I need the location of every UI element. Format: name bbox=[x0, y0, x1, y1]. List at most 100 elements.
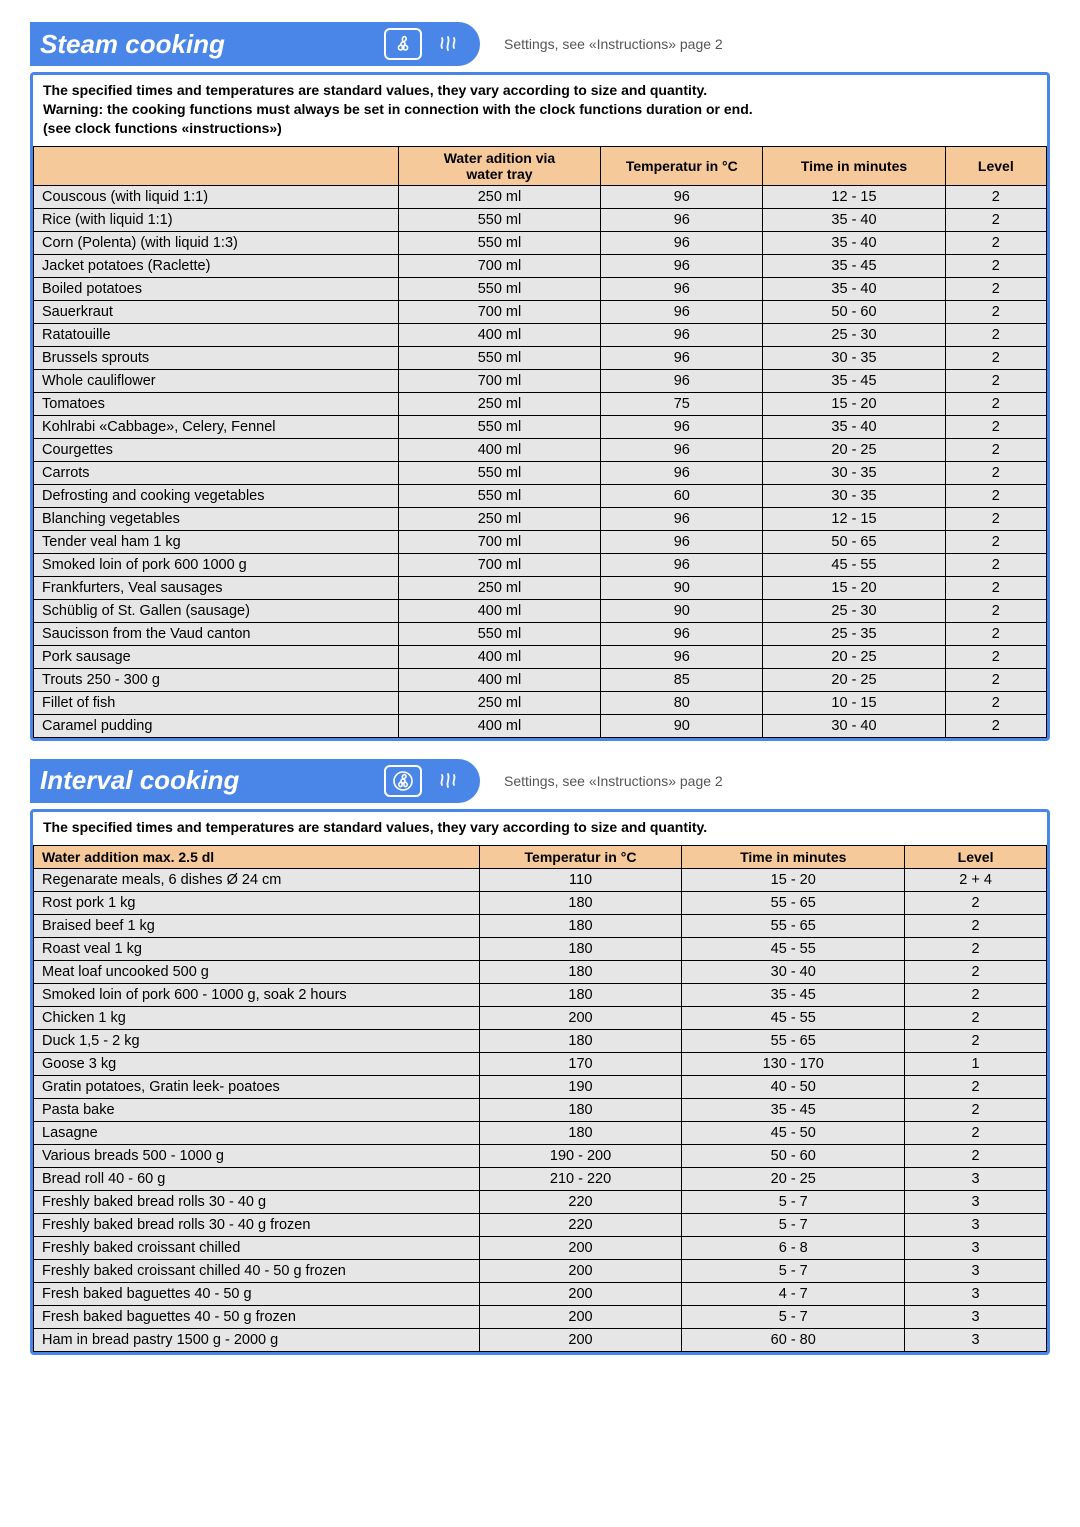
row-value: 45 - 50 bbox=[682, 1121, 905, 1144]
row-name: Tomatoes bbox=[34, 392, 399, 415]
row-name: Trouts 250 - 300 g bbox=[34, 668, 399, 691]
row-name: Rice (with liquid 1:1) bbox=[34, 208, 399, 231]
row-value: 180 bbox=[479, 1029, 682, 1052]
row-value: 5 - 7 bbox=[682, 1213, 905, 1236]
interval-section: Interval cooking Settings, see «Instruct… bbox=[30, 759, 1050, 1355]
row-value: 15 - 20 bbox=[682, 868, 905, 891]
row-name: Boiled potatoes bbox=[34, 277, 399, 300]
row-value: 2 bbox=[945, 553, 1046, 576]
row-value: 400 ml bbox=[398, 438, 601, 461]
row-value: 96 bbox=[601, 277, 763, 300]
row-name: Defrosting and cooking vegetables bbox=[34, 484, 399, 507]
steam-thead: Water adition viawater trayTemperatur in… bbox=[34, 146, 1047, 185]
row-value: 25 - 35 bbox=[763, 622, 945, 645]
row-name: Corn (Polenta) (with liquid 1:3) bbox=[34, 231, 399, 254]
row-name: Ham in bread pastry 1500 g - 2000 g bbox=[34, 1328, 480, 1351]
row-value: 2 bbox=[945, 185, 1046, 208]
row-value: 210 - 220 bbox=[479, 1167, 682, 1190]
row-value: 2 bbox=[945, 691, 1046, 714]
row-name: Fresh baked baguettes 40 - 50 g bbox=[34, 1282, 480, 1305]
row-value: 250 ml bbox=[398, 507, 601, 530]
table-row: Defrosting and cooking vegetables550 ml6… bbox=[34, 484, 1047, 507]
steam-icon bbox=[432, 28, 464, 60]
table-row: Caramel pudding400 ml9030 - 402 bbox=[34, 714, 1047, 737]
row-value: 220 bbox=[479, 1190, 682, 1213]
row-name: Fresh baked baguettes 40 - 50 g frozen bbox=[34, 1305, 480, 1328]
row-value: 5 - 7 bbox=[682, 1259, 905, 1282]
row-value: 2 bbox=[945, 415, 1046, 438]
interval-warning: The specified times and temperatures are… bbox=[33, 812, 1047, 845]
row-value: 2 bbox=[945, 461, 1046, 484]
row-name: Fillet of fish bbox=[34, 691, 399, 714]
row-name: Carrots bbox=[34, 461, 399, 484]
interval-table: Water addition max. 2.5 dlTemperatur in … bbox=[33, 845, 1047, 1352]
table-row: Lasagne18045 - 502 bbox=[34, 1121, 1047, 1144]
table-row: Corn (Polenta) (with liquid 1:3)550 ml96… bbox=[34, 231, 1047, 254]
row-value: 2 bbox=[905, 891, 1047, 914]
row-value: 250 ml bbox=[398, 691, 601, 714]
row-value: 2 + 4 bbox=[905, 868, 1047, 891]
table-row: Smoked loin of pork 600 - 1000 g, soak 2… bbox=[34, 983, 1047, 1006]
row-value: 2 bbox=[905, 914, 1047, 937]
col-header: Level bbox=[945, 146, 1046, 185]
row-value: 180 bbox=[479, 914, 682, 937]
table-row: Rice (with liquid 1:1)550 ml9635 - 402 bbox=[34, 208, 1047, 231]
row-name: Freshly baked bread rolls 30 - 40 g bbox=[34, 1190, 480, 1213]
table-row: Fillet of fish250 ml8010 - 152 bbox=[34, 691, 1047, 714]
row-value: 2 bbox=[905, 1075, 1047, 1098]
row-name: Regenarate meals, 6 dishes Ø 24 cm bbox=[34, 868, 480, 891]
row-value: 2 bbox=[905, 1144, 1047, 1167]
table-row: Whole cauliflower700 ml9635 - 452 bbox=[34, 369, 1047, 392]
interval-header-row: Interval cooking Settings, see «Instruct… bbox=[30, 759, 1050, 803]
table-row: Tender veal ham 1 kg700 ml9650 - 652 bbox=[34, 530, 1047, 553]
row-value: 3 bbox=[905, 1190, 1047, 1213]
row-value: 2 bbox=[905, 1098, 1047, 1121]
row-value: 35 - 40 bbox=[763, 231, 945, 254]
row-name: Sauerkraut bbox=[34, 300, 399, 323]
row-value: 3 bbox=[905, 1282, 1047, 1305]
row-value: 400 ml bbox=[398, 714, 601, 737]
row-value: 180 bbox=[479, 960, 682, 983]
row-value: 200 bbox=[479, 1006, 682, 1029]
row-value: 130 - 170 bbox=[682, 1052, 905, 1075]
row-name: Smoked loin of pork 600 - 1000 g, soak 2… bbox=[34, 983, 480, 1006]
row-value: 96 bbox=[601, 438, 763, 461]
table-row: Carrots550 ml9630 - 352 bbox=[34, 461, 1047, 484]
row-value: 35 - 40 bbox=[763, 415, 945, 438]
row-value: 2 bbox=[945, 599, 1046, 622]
row-value: 400 ml bbox=[398, 668, 601, 691]
row-value: 2 bbox=[945, 231, 1046, 254]
row-name: Whole cauliflower bbox=[34, 369, 399, 392]
steam-icon bbox=[432, 765, 464, 797]
table-row: Fresh baked baguettes 40 - 50 g frozen20… bbox=[34, 1305, 1047, 1328]
row-name: Pork sausage bbox=[34, 645, 399, 668]
row-value: 2 bbox=[945, 254, 1046, 277]
table-row: Bread roll 40 - 60 g210 - 22020 - 253 bbox=[34, 1167, 1047, 1190]
row-value: 75 bbox=[601, 392, 763, 415]
row-value: 30 - 35 bbox=[763, 484, 945, 507]
row-name: Caramel pudding bbox=[34, 714, 399, 737]
table-row: Smoked loin of pork 600 1000 g700 ml9645… bbox=[34, 553, 1047, 576]
row-value: 90 bbox=[601, 714, 763, 737]
row-value: 96 bbox=[601, 507, 763, 530]
table-row: Saucisson from the Vaud canton550 ml9625… bbox=[34, 622, 1047, 645]
interval-title: Interval cooking bbox=[40, 765, 374, 796]
steam-section: Steam cooking Settings, see «Instruction… bbox=[30, 22, 1050, 741]
table-row: Freshly baked bread rolls 30 - 40 g2205 … bbox=[34, 1190, 1047, 1213]
row-value: 30 - 35 bbox=[763, 461, 945, 484]
interval-thead: Water addition max. 2.5 dlTemperatur in … bbox=[34, 845, 1047, 868]
interval-header-pill: Interval cooking bbox=[30, 759, 480, 803]
row-value: 400 ml bbox=[398, 599, 601, 622]
row-name: Rost pork 1 kg bbox=[34, 891, 480, 914]
row-value: 3 bbox=[905, 1305, 1047, 1328]
row-value: 5 - 7 bbox=[682, 1305, 905, 1328]
table-row: Various breads 500 - 1000 g190 - 20050 -… bbox=[34, 1144, 1047, 1167]
row-name: Frankfurters, Veal sausages bbox=[34, 576, 399, 599]
row-value: 12 - 15 bbox=[763, 185, 945, 208]
row-value: 550 ml bbox=[398, 622, 601, 645]
row-name: Meat loaf uncooked 500 g bbox=[34, 960, 480, 983]
row-value: 2 bbox=[905, 1006, 1047, 1029]
row-name: Lasagne bbox=[34, 1121, 480, 1144]
row-value: 96 bbox=[601, 300, 763, 323]
col-header: Temperatur in °C bbox=[479, 845, 682, 868]
